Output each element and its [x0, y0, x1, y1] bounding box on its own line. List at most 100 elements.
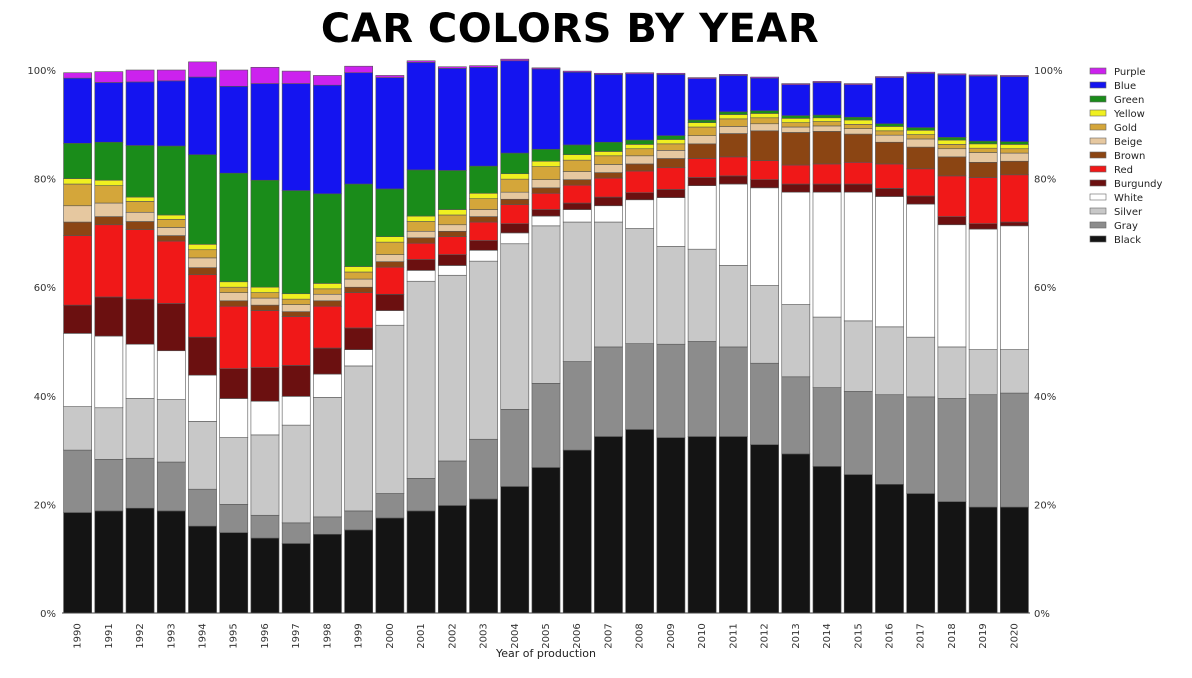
bar-segment-white-2010 — [687, 185, 717, 250]
bar-segment-red-1996 — [250, 310, 280, 368]
bar-segment-black-2005 — [531, 467, 561, 614]
bar-segment-burgundy-2020 — [1000, 221, 1029, 227]
bar-segment-black-1999 — [344, 529, 373, 614]
legend-label-silver: Silver — [1114, 207, 1143, 218]
legend: Purple Blue Green Yellow Gold Beige Brown Red Bu… — [1089, 67, 1163, 246]
legend-swatch-purple — [1089, 67, 1107, 75]
x-axis-title: Year of production — [495, 647, 596, 660]
axes-group: 1990 1991 1992 1993 1994 1995 1996 1997 1998 1999… — [27, 66, 1062, 649]
bar-segment-red-2016 — [875, 163, 904, 189]
legend-label-gray: Gray — [1114, 221, 1138, 232]
bar-segment-red-2014 — [812, 163, 842, 185]
y-tick-label-left: 100% — [27, 66, 56, 77]
bar-segment-silver-1998 — [313, 397, 342, 518]
bar-segment-yellow-1994 — [188, 244, 217, 251]
bar-segment-gray-1996 — [250, 514, 280, 539]
bar-segment-yellow-2014 — [812, 117, 842, 122]
bar-segment-gray-2008 — [625, 343, 655, 430]
x-tick-label: 2019 — [978, 623, 989, 648]
bar-segment-silver-2019 — [968, 349, 998, 396]
bar-segment-purple-2005 — [531, 67, 561, 70]
bar-segment-purple-2011 — [718, 74, 748, 76]
bar-segment-green-2009 — [656, 135, 686, 140]
bar-segment-beige-2010 — [687, 135, 717, 145]
bar-segment-black-2003 — [469, 498, 498, 614]
bar-segment-beige-2016 — [875, 134, 904, 143]
y-tick-label-left: 80% — [34, 175, 56, 186]
bar-segment-gold-2005 — [531, 166, 561, 180]
x-tick-label: 2014 — [822, 623, 833, 648]
bar-segment-beige-2001 — [406, 230, 436, 239]
bar-segment-black-2017 — [906, 493, 936, 614]
bar-segment-silver-2003 — [469, 260, 498, 440]
bar-segment-blue-1990 — [63, 77, 92, 144]
bar-segment-purple-2002 — [437, 66, 467, 69]
bar-segment-brown-1998 — [313, 300, 342, 307]
bar-segment-blue-2018 — [937, 74, 967, 138]
bar-segment-burgundy-2004 — [500, 223, 530, 234]
bar-segment-white-1996 — [250, 400, 280, 436]
bar-segment-beige-1996 — [250, 297, 280, 306]
y-tick-label-left: 40% — [34, 392, 56, 403]
bar-segment-red-1992 — [125, 229, 155, 300]
x-tick-label: 2017 — [916, 623, 927, 648]
bar-segment-brown-2005 — [531, 187, 561, 194]
bar-segment-yellow-2008 — [625, 144, 655, 150]
x-tick-label: 1993 — [166, 623, 177, 648]
bar-segment-gray-2019 — [968, 394, 998, 508]
bar-segment-burgundy-1998 — [313, 347, 342, 375]
bar-segment-burgundy-2014 — [812, 183, 842, 193]
bar-segment-silver-2015 — [843, 320, 873, 392]
bar-segment-green-2014 — [812, 114, 842, 119]
bar-segment-green-2004 — [500, 152, 530, 175]
bar-segment-yellow-1999 — [344, 266, 373, 273]
bar-segment-gold-2003 — [469, 198, 498, 210]
bar-segment-yellow-2015 — [843, 119, 873, 125]
bar-segment-green-2010 — [687, 119, 717, 123]
legend-swatch-red — [1089, 165, 1107, 173]
y-tick-label-right: 40% — [1034, 392, 1056, 403]
bar-segment-burgundy-1997 — [281, 365, 311, 397]
bar-segment-black-2002 — [437, 505, 467, 614]
bar-segment-green-2011 — [718, 111, 748, 115]
bar-segment-white-1999 — [344, 349, 373, 367]
bar-segment-gray-1993 — [156, 461, 186, 512]
bar-segment-brown-2002 — [437, 230, 467, 238]
bar-segment-white-1992 — [125, 343, 155, 399]
legend-swatch-burgundy — [1089, 179, 1107, 187]
bar-segment-gray-2002 — [437, 460, 467, 506]
bar-segment-gold-2007 — [594, 155, 623, 165]
bar-segment-beige-2008 — [625, 155, 655, 165]
bar-segment-yellow-1991 — [94, 179, 124, 186]
bar-segment-gray-2000 — [375, 493, 405, 519]
bar-segment-silver-1993 — [156, 399, 186, 463]
bar-segment-blue-2020 — [1000, 76, 1029, 142]
bar-segment-gray-2017 — [906, 396, 936, 494]
legend-label-brown: Brown — [1114, 151, 1145, 162]
bar-segment-burgundy-2006 — [562, 202, 592, 210]
bar-segment-gray-1998 — [313, 516, 342, 535]
x-tick-label: 2003 — [479, 623, 490, 648]
bar-segment-purple-1991 — [94, 71, 124, 83]
bar-segment-black-1996 — [250, 537, 280, 614]
bar-segment-red-1998 — [313, 305, 342, 349]
x-tick-label: 1999 — [354, 623, 365, 648]
bar-segment-black-1990 — [63, 512, 92, 614]
bar-segment-yellow-2011 — [718, 114, 748, 120]
bar-segment-gold-1997 — [281, 298, 311, 305]
bar-segment-gray-2011 — [718, 346, 748, 437]
bar-segment-black-2001 — [406, 510, 436, 614]
bar-segment-green-1995 — [219, 172, 249, 283]
bar-segment-yellow-1992 — [125, 196, 155, 202]
bar-segment-red-1997 — [281, 316, 311, 366]
bar-segment-black-2011 — [718, 436, 748, 614]
legend-label-burgundy: Burgundy — [1114, 179, 1163, 190]
bar-segment-burgundy-2018 — [937, 216, 967, 226]
bar-segment-black-1991 — [94, 510, 124, 614]
bar-segment-green-2002 — [437, 170, 467, 210]
bar-segment-blue-2006 — [562, 71, 592, 146]
bar-segment-gold-2019 — [968, 147, 998, 153]
bar-segment-red-2002 — [437, 236, 467, 255]
bar-segment-burgundy-2005 — [531, 209, 561, 217]
bar-segment-purple-2001 — [406, 60, 436, 63]
